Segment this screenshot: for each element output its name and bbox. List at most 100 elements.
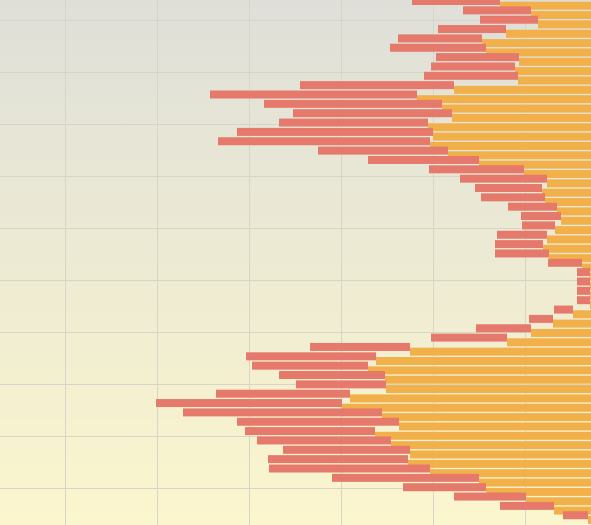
bar-segment bbox=[412, 0, 500, 5]
bar-segment bbox=[577, 296, 590, 305]
bar-segment bbox=[448, 151, 591, 160]
bar-segment bbox=[506, 29, 591, 38]
bar-segment bbox=[577, 286, 590, 295]
bar-segment bbox=[442, 104, 591, 113]
bar-segment bbox=[386, 385, 591, 394]
bar-segment bbox=[342, 403, 591, 412]
bar-segment bbox=[310, 342, 410, 351]
bar-segment bbox=[279, 371, 385, 379]
bar-segment bbox=[555, 226, 591, 235]
bar-segment bbox=[391, 441, 591, 450]
bar-segment bbox=[454, 85, 591, 94]
bar-segment bbox=[476, 324, 531, 333]
bar-segment bbox=[522, 221, 555, 230]
bar-segment bbox=[519, 57, 591, 66]
bar-segment bbox=[318, 146, 448, 155]
bar-segment bbox=[545, 198, 591, 207]
bar-segment bbox=[245, 427, 375, 436]
bar-segment bbox=[475, 184, 542, 192]
bar-segment bbox=[588, 515, 591, 524]
bar-segment bbox=[438, 25, 506, 34]
bar-segment bbox=[463, 6, 531, 15]
bar-segment bbox=[508, 202, 557, 211]
bar-segment bbox=[554, 506, 591, 515]
bar-segment bbox=[417, 95, 591, 104]
bar-segment bbox=[500, 1, 591, 10]
bar-segment bbox=[376, 357, 591, 365]
bar-segment bbox=[486, 48, 591, 57]
bar-segment bbox=[283, 445, 410, 454]
bar-segment bbox=[553, 319, 591, 328]
bar-segment bbox=[515, 67, 591, 76]
bar-segment bbox=[430, 141, 591, 150]
bar-segment bbox=[300, 81, 454, 90]
bar-segment bbox=[252, 361, 368, 370]
bar-segment bbox=[495, 249, 549, 258]
bar-segment bbox=[542, 188, 591, 197]
bar-segment bbox=[237, 417, 399, 426]
bar-segment bbox=[431, 333, 507, 342]
bar-segment bbox=[529, 314, 553, 323]
bar-segment bbox=[454, 492, 526, 501]
bar-segment bbox=[543, 244, 591, 253]
bar-segment bbox=[424, 71, 518, 80]
bar-segment bbox=[479, 478, 591, 487]
bar-segment bbox=[482, 39, 591, 48]
bar-segment bbox=[548, 258, 582, 267]
bar-segment bbox=[269, 464, 430, 473]
bar-segment bbox=[561, 216, 591, 225]
bar-segment bbox=[481, 193, 545, 202]
bar-segment bbox=[296, 380, 386, 389]
bar-segment bbox=[410, 450, 591, 459]
bar-segment bbox=[368, 155, 479, 164]
bar-segment bbox=[460, 174, 547, 183]
bar-segment bbox=[486, 487, 591, 496]
bar-segment bbox=[332, 473, 479, 482]
bar-segment bbox=[293, 109, 452, 118]
bar-segment bbox=[390, 43, 486, 52]
bar-segment bbox=[479, 160, 591, 169]
bar-segment bbox=[218, 137, 430, 146]
bar-segment bbox=[526, 497, 591, 506]
bar-segment bbox=[257, 436, 391, 445]
bar-segment bbox=[433, 132, 591, 141]
bar-segment bbox=[452, 113, 591, 122]
bar-segment bbox=[237, 127, 433, 136]
bar-segment bbox=[436, 53, 519, 62]
bar-segment bbox=[480, 15, 538, 24]
bar-segment bbox=[547, 179, 591, 188]
bar-segment bbox=[268, 455, 408, 464]
bar-segment bbox=[554, 305, 573, 314]
bar-segment bbox=[403, 483, 486, 492]
bar-segment bbox=[549, 254, 591, 263]
bar-segment bbox=[264, 99, 442, 108]
bar-segment bbox=[210, 90, 417, 99]
bar-segment bbox=[410, 347, 591, 356]
bar-segment bbox=[518, 76, 591, 85]
bar-segment bbox=[430, 469, 591, 478]
bar-segment bbox=[573, 310, 591, 319]
bar-segment bbox=[531, 328, 591, 337]
bar-segment bbox=[582, 263, 591, 272]
bar-segment bbox=[385, 375, 591, 384]
bar-segment bbox=[577, 277, 590, 286]
bar-segment bbox=[538, 20, 591, 29]
bar-segment bbox=[350, 394, 591, 403]
bar-segment bbox=[368, 366, 591, 375]
bar-segment bbox=[577, 268, 590, 277]
bar-segment bbox=[531, 11, 591, 20]
bar-segment bbox=[399, 422, 591, 431]
bar-segment bbox=[431, 62, 515, 71]
bar-segment bbox=[382, 413, 591, 422]
bar-segment bbox=[398, 34, 482, 43]
bar-segment bbox=[279, 118, 428, 127]
bar-segment bbox=[408, 459, 591, 468]
bar-segment bbox=[246, 352, 376, 361]
bar-segment bbox=[375, 431, 591, 440]
bar-segment bbox=[500, 501, 554, 510]
bar-segment bbox=[183, 408, 382, 417]
bar-segment bbox=[521, 212, 561, 221]
bar-segment bbox=[216, 389, 350, 398]
